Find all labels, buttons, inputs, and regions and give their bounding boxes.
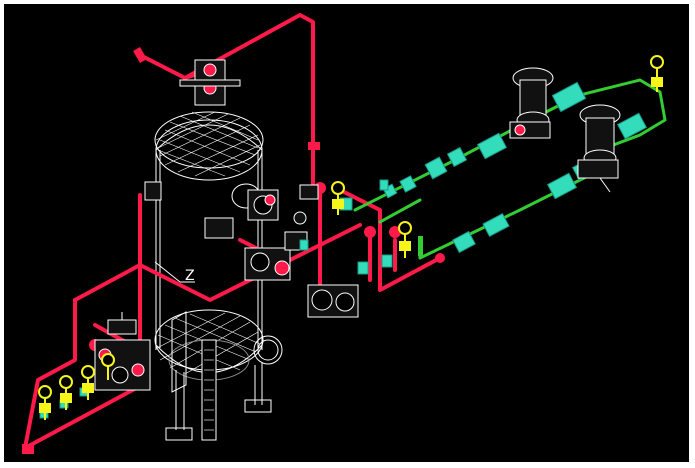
pressure-gauges	[38, 55, 664, 420]
vessel-top-head	[154, 111, 264, 169]
vessel-base-plate-right	[244, 399, 272, 413]
vessel-side-valve	[144, 181, 234, 239]
vessel-base-plate-left	[165, 427, 193, 441]
right-red-header	[338, 188, 442, 292]
control-valve-lower	[307, 284, 359, 318]
lower-left-red-line	[23, 298, 77, 450]
gauge-left-2	[59, 375, 73, 410]
cyan-strainer-upper	[476, 132, 508, 160]
nozzle-valve-1	[247, 189, 279, 221]
gauge-left-3	[81, 365, 95, 400]
top-valve-cluster	[179, 59, 241, 106]
green-marker	[418, 236, 423, 256]
cyan-meter-upper	[551, 81, 587, 113]
cyan-meter-lower	[546, 172, 578, 200]
nozzle-valve-2	[244, 247, 291, 281]
control-valve-bottom-left	[94, 339, 151, 391]
upper-green-loop	[558, 78, 667, 152]
upper-pump-assembly	[509, 67, 554, 139]
lower-pump-assembly	[577, 104, 621, 193]
axis-z-label: Z	[185, 268, 195, 284]
vessel-manway	[253, 335, 283, 365]
cyan-fittings	[39, 81, 648, 419]
vessel-internal-baffle	[171, 311, 187, 393]
gauge-left-4	[101, 353, 115, 380]
gauge-top-right	[650, 55, 664, 92]
pressure-vessel	[154, 111, 283, 441]
gauge-center	[331, 181, 345, 215]
gauge-right-branch	[398, 221, 412, 258]
valve-assemblies	[94, 59, 359, 391]
handwheel-valve	[107, 312, 137, 335]
overhead-red-line	[138, 13, 315, 192]
gauge-left-1	[38, 385, 52, 420]
